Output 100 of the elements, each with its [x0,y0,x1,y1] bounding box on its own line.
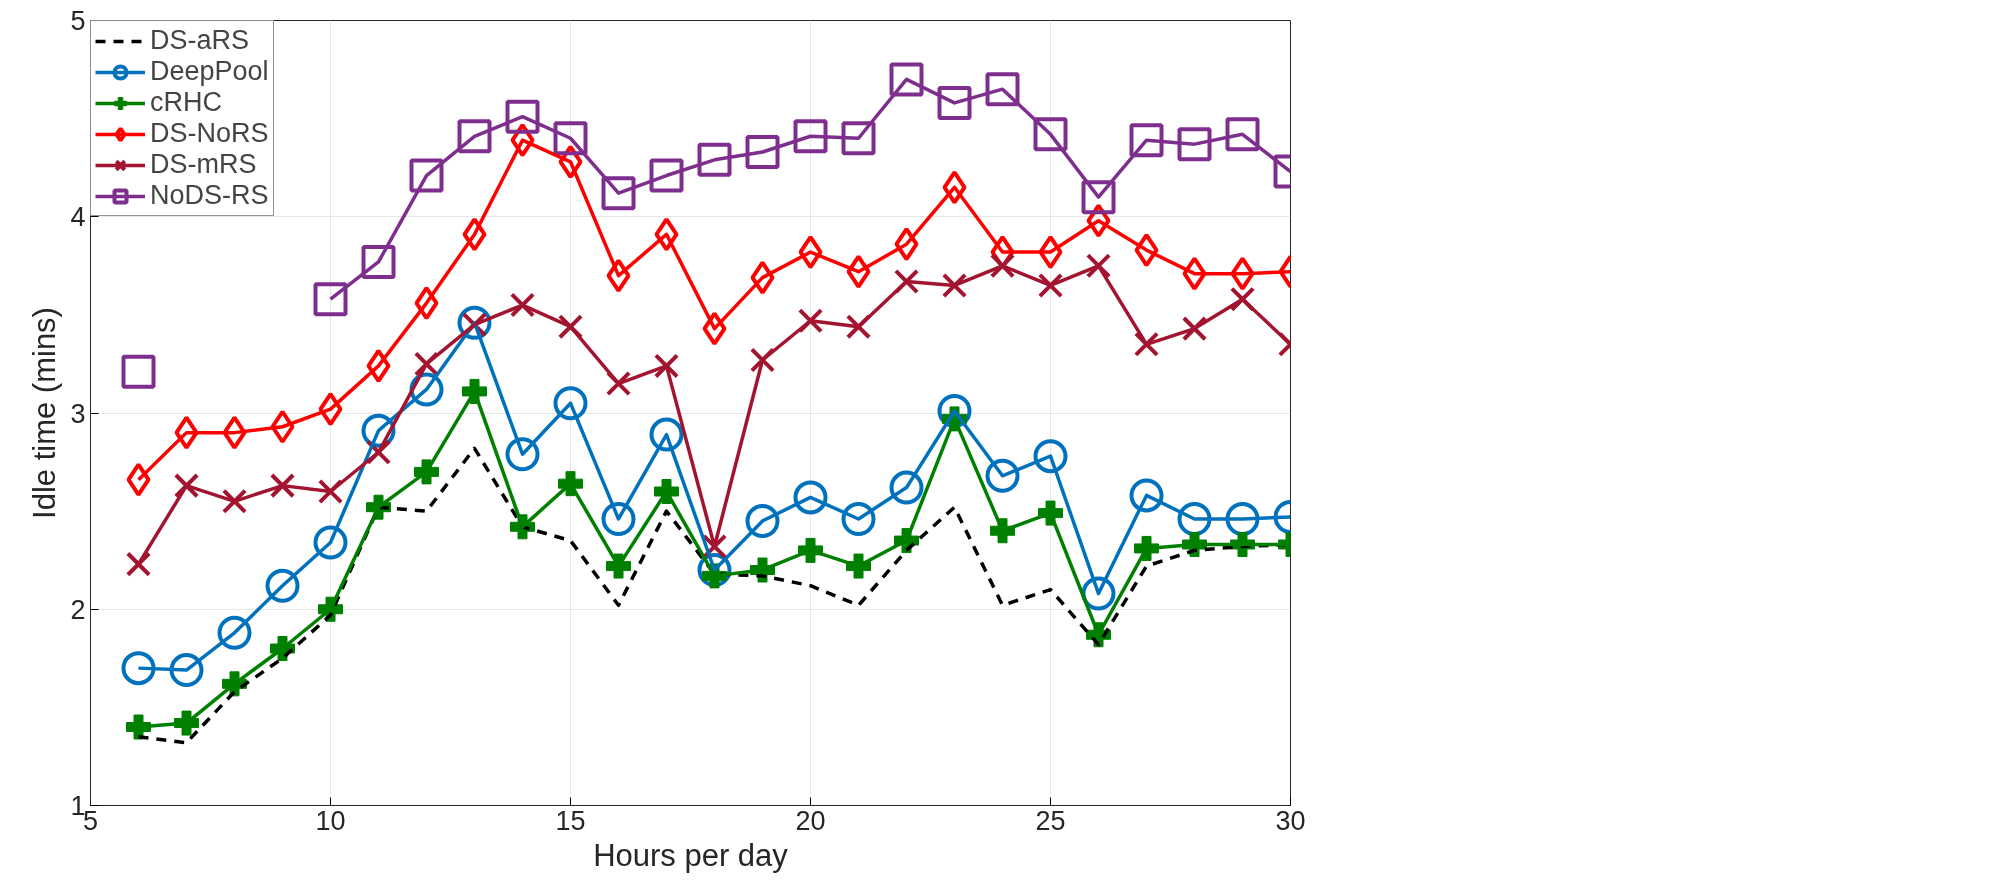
point [222,415,247,450]
x-tick-label: 10 [315,805,346,836]
point [414,286,439,321]
point [793,480,828,515]
x-tick-label: 20 [795,805,826,836]
point [174,415,199,450]
point [697,553,732,587]
point [601,502,636,536]
x-axis-title: Hours per day [593,837,789,873]
point [313,525,348,560]
point [457,305,492,340]
point [942,170,967,205]
point [509,292,536,318]
point [1177,502,1212,536]
x-tick-label: 15 [555,805,586,836]
point [1177,127,1212,162]
point [985,458,1020,493]
point [366,348,391,383]
point [121,651,156,686]
legend-label: DS-mRS [150,149,257,180]
point [313,282,348,317]
point [1181,316,1208,342]
point [553,386,588,421]
point [649,158,684,193]
point [553,121,588,156]
legend-label: NoDS-RS [150,180,269,211]
point [889,62,924,97]
point [1225,117,1260,152]
point [505,99,540,134]
point [745,134,780,169]
point [893,268,920,295]
point [557,314,584,340]
point [889,470,924,505]
point [894,227,919,262]
point [1085,253,1112,279]
point [1230,256,1255,291]
point [505,437,540,472]
point [265,568,300,603]
point [654,217,679,252]
point [457,119,492,154]
point [702,311,727,346]
point [697,142,732,177]
point [318,392,343,427]
y-axis-title: Idle time (mins) [27,307,63,519]
point [270,409,295,444]
point [841,502,876,536]
y-tick-label: 3 [70,398,86,429]
point [1037,272,1064,299]
point [217,615,252,650]
point [793,119,828,154]
point [605,370,632,397]
point [121,354,156,389]
point [269,473,296,499]
point [126,462,151,497]
point [937,394,972,429]
legend-label: DeepPool [150,56,269,87]
point [409,158,444,193]
point [606,258,631,293]
point [941,272,968,299]
point [749,347,776,373]
point [1129,478,1164,513]
y-tick-label: 4 [70,202,86,233]
point [169,653,204,688]
point [317,478,344,505]
point [1033,117,1068,152]
point [797,308,824,334]
point [1182,256,1207,291]
point [750,260,775,295]
point [846,254,871,289]
point [221,488,248,514]
legend-label: DS-NoRS [150,118,269,149]
point [1229,286,1256,312]
point [1038,235,1063,270]
y-tick-label: 5 [70,6,86,36]
x-tick-label: 25 [1035,805,1066,836]
legend-label: cRHC [150,87,222,118]
point [462,217,487,252]
y-tick-label: 2 [70,594,86,625]
point [1081,180,1116,215]
point [653,353,680,379]
point [1225,502,1260,536]
point [413,351,440,377]
point [989,253,1016,279]
point [1129,123,1164,158]
point [126,714,151,740]
x-tick-label: 30 [1275,805,1306,836]
point [1134,233,1159,268]
point [510,123,535,158]
point [985,72,1020,107]
point [365,439,392,465]
point [361,244,396,279]
point [798,235,823,270]
point [841,121,876,156]
point [937,85,972,120]
point [125,551,152,577]
point [173,473,200,499]
point [649,417,684,452]
point [845,314,872,340]
point [1033,439,1068,474]
point [745,503,780,538]
